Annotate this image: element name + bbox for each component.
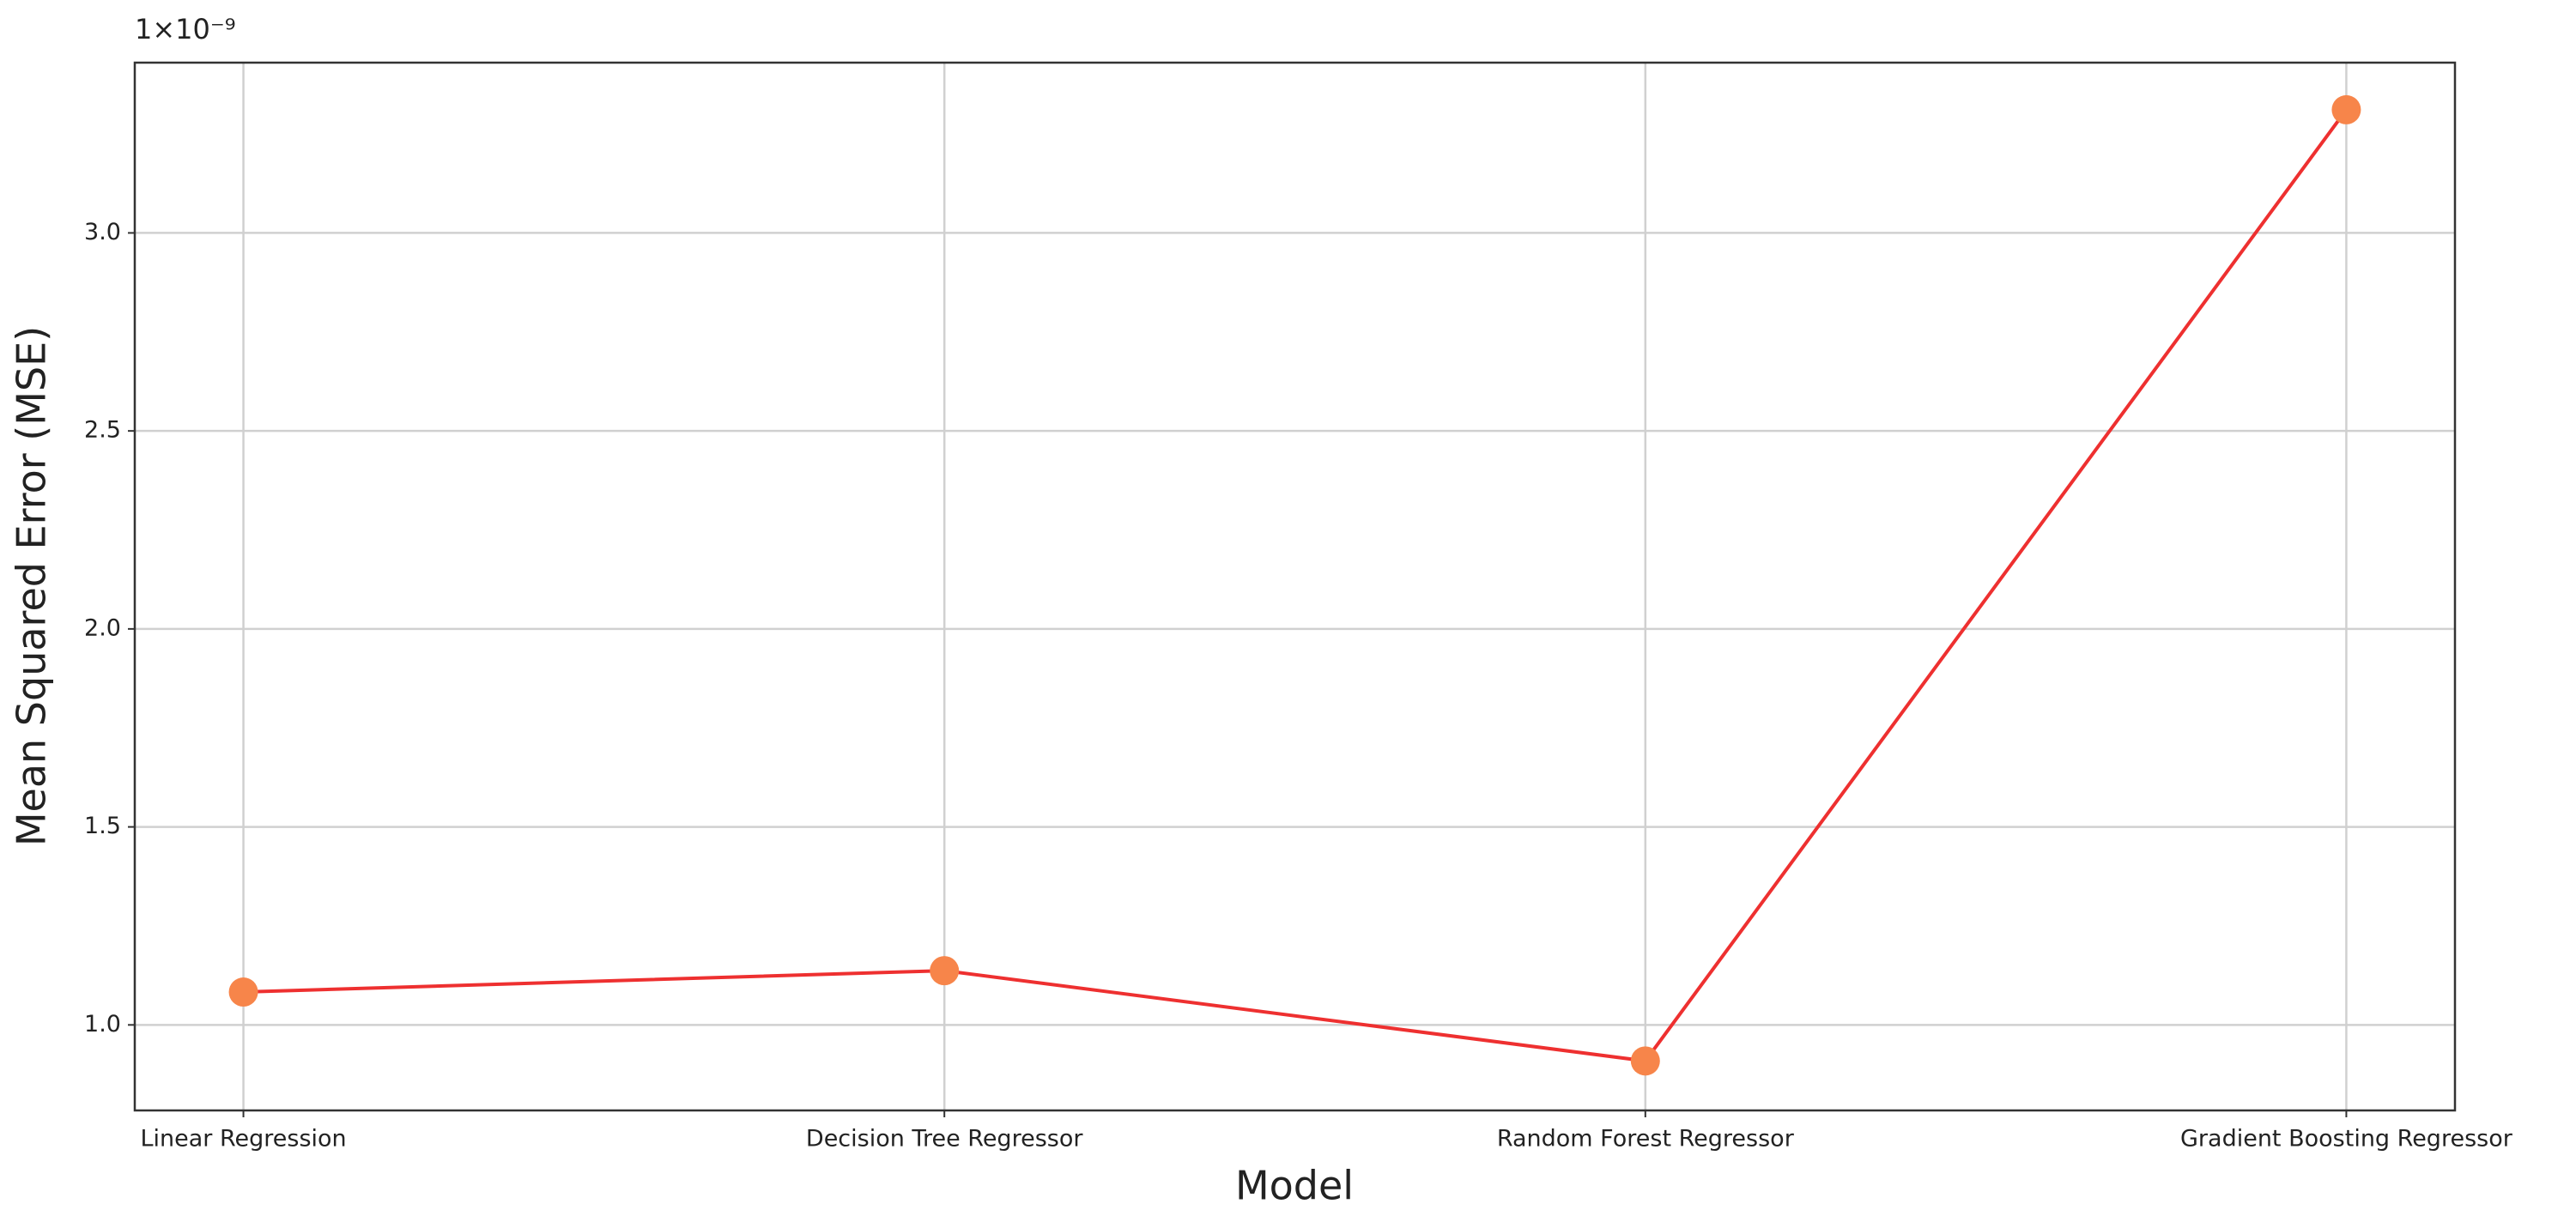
y-tick-label: 2.0 bbox=[84, 614, 121, 641]
x-tick-label: Random Forest Regressor bbox=[1497, 1126, 1795, 1152]
x-tick-label: Decision Tree Regressor bbox=[806, 1126, 1083, 1152]
plot-frame bbox=[133, 61, 2457, 1112]
marker bbox=[930, 956, 960, 986]
y-tick-label: 1.5 bbox=[84, 813, 121, 839]
y-tick-label: 1.0 bbox=[84, 1011, 121, 1037]
x-axis-label: Model bbox=[1235, 1163, 1354, 1209]
x-tick-label: Gradient Boosting Regressor bbox=[2180, 1126, 2513, 1152]
y-axis-label: Mean Squared Error (MSE) bbox=[9, 326, 55, 846]
marker bbox=[1630, 1046, 1660, 1076]
line bbox=[243, 108, 2349, 1063]
marker bbox=[228, 977, 258, 1007]
y-tick-label: 3.0 bbox=[84, 219, 121, 245]
y-scale-label: 1×10⁻⁹ bbox=[135, 13, 236, 45]
y-tick-label: 2.5 bbox=[84, 417, 121, 444]
x-tick-label: Linear Regression bbox=[140, 1126, 346, 1152]
marker bbox=[2331, 94, 2361, 124]
